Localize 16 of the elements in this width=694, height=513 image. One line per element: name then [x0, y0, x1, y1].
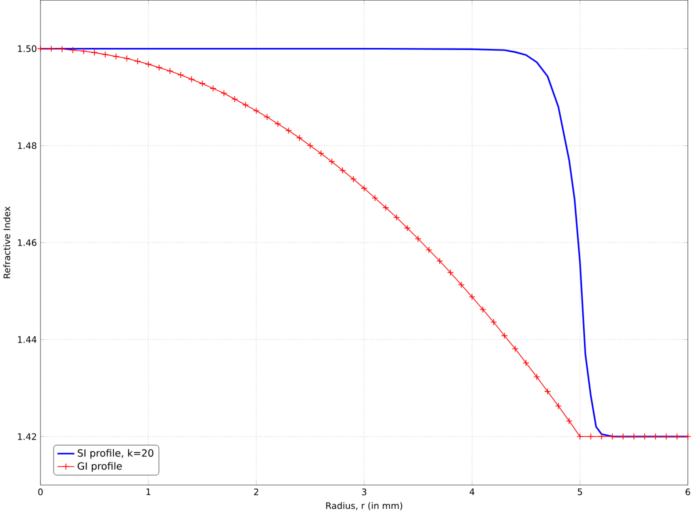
x-tick-label: 4 [470, 488, 474, 495]
y-tick-label: 1.44 [18, 336, 36, 343]
x-tick-label: 2 [254, 488, 258, 495]
x-tick-label: 1 [146, 488, 150, 495]
y-tick-label: 1.46 [18, 239, 36, 246]
x-tick-label: 6 [686, 488, 690, 496]
y-tick-label: 1.42 [18, 433, 36, 440]
x-tick-label: 3 [362, 488, 366, 496]
legend-label: GI profile [78, 462, 122, 472]
y-tick-label: 1.48 [18, 142, 36, 149]
x-tick-label: 0 [38, 488, 43, 496]
x-tick-label: 5 [578, 488, 582, 495]
y-axis-title: Refractive Index [3, 206, 10, 278]
x-axis-title: Radius, r (in mm) [326, 502, 402, 510]
legend-label: SI profile, k=20 [78, 448, 154, 459]
y-tick-label: 1.50 [18, 45, 36, 52]
